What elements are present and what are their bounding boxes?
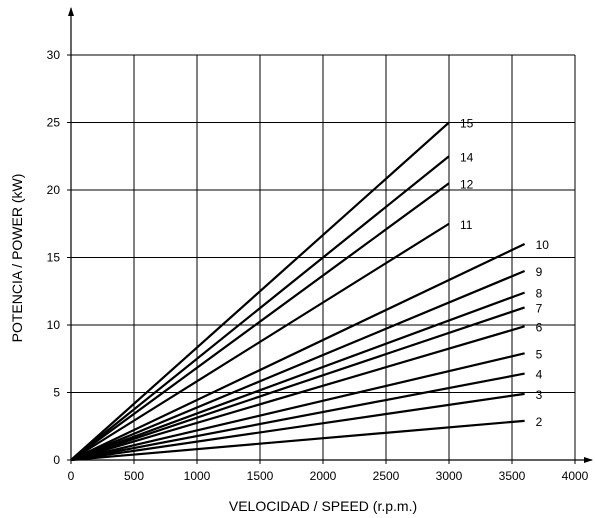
series-labels: 15 14 12 11 10 9 87 6 5 4 3 2 — [460, 117, 549, 429]
series-label-6: 6 — [536, 320, 543, 334]
series-label-2: 2 — [536, 415, 543, 429]
series-lines — [70, 121, 526, 462]
x-tick-label-7: 3500 — [499, 469, 526, 483]
x-tick-label-2: 1000 — [184, 469, 211, 483]
series-line-15 — [70, 121, 450, 461]
series-label-14: 14 — [460, 150, 474, 164]
x-tick-label-3: 1500 — [247, 469, 274, 483]
series-label-8: 8 — [536, 287, 543, 301]
series-line-6 — [70, 325, 525, 462]
tick-labels: 0 500 1000 1500 2000 2500 3000 3500 4000 0 5 10 15 20… — [47, 48, 589, 483]
y-tick-label-0: 0 — [53, 453, 60, 467]
series-line-14 — [70, 155, 450, 461]
x-tick-label-4: 2000 — [310, 469, 337, 483]
series-label-9: 9 — [536, 265, 543, 279]
series-label-4: 4 — [536, 368, 543, 382]
series-line-12 — [70, 182, 450, 461]
series-label-12: 12 — [460, 177, 474, 191]
series-line-9 — [70, 269, 526, 462]
x-tick-label-0: 0 — [68, 469, 75, 483]
y-tick-label-2: 10 — [47, 318, 61, 332]
y-axis-title: POTENCIA / POWER (kW) — [9, 174, 25, 343]
axes — [68, 7, 593, 463]
x-axis-arrow — [584, 457, 593, 463]
series-line-5 — [70, 352, 525, 462]
series-label-5: 5 — [536, 347, 543, 361]
y-tick-label-1: 5 — [53, 386, 60, 400]
x-tick-label-1: 500 — [124, 469, 144, 483]
series-line-8 — [70, 291, 525, 462]
series-label-10: 10 — [536, 238, 550, 252]
series-line-10 — [70, 243, 526, 461]
y-tick-label-6: 30 — [47, 48, 61, 62]
series-line-7 — [70, 306, 525, 462]
x-axis-title: VELOCIDAD / SPEED (r.p.m.) — [229, 498, 417, 514]
series-line-11 — [70, 222, 450, 461]
y-tick-label-3: 15 — [47, 251, 61, 265]
series-label-11: 11 — [460, 218, 473, 232]
y-tick-label-5: 25 — [47, 116, 61, 130]
series-line-3 — [70, 392, 525, 462]
y-axis-arrow — [68, 7, 74, 16]
series-line-2 — [70, 419, 525, 462]
x-tick-label-5: 2500 — [373, 469, 400, 483]
series-label-15: 15 — [460, 117, 474, 131]
x-tick-label-8: 4000 — [562, 469, 589, 483]
series-label-7: 7 — [536, 301, 543, 315]
series-label-3: 3 — [536, 388, 543, 402]
series-line-4 — [70, 372, 525, 462]
x-tick-label-6: 3000 — [436, 469, 463, 483]
y-tick-label-4: 20 — [47, 183, 61, 197]
